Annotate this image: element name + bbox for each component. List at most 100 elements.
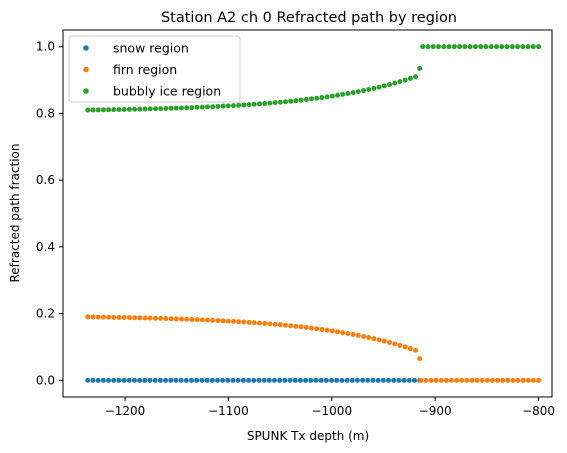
data-point xyxy=(407,346,413,352)
data-point xyxy=(401,377,407,383)
data-point xyxy=(413,74,419,80)
data-point xyxy=(163,316,169,322)
data-point xyxy=(446,44,452,50)
data-point xyxy=(184,105,190,111)
data-point xyxy=(530,377,536,383)
data-point xyxy=(386,377,392,383)
x-tick-label: −1100 xyxy=(208,404,249,418)
data-point xyxy=(443,377,449,383)
data-point xyxy=(349,377,355,383)
data-point xyxy=(111,314,117,320)
data-point xyxy=(510,377,516,383)
data-point xyxy=(361,333,367,339)
data-point xyxy=(241,319,247,325)
x-axis-label: SPUNK Tx depth (m) xyxy=(247,429,369,443)
data-point xyxy=(214,377,220,383)
data-point xyxy=(246,102,252,108)
data-point xyxy=(354,377,360,383)
data-point xyxy=(462,44,468,50)
data-point xyxy=(500,377,506,383)
data-point xyxy=(313,377,319,383)
data-point xyxy=(376,84,382,90)
data-point xyxy=(220,103,226,109)
data-point xyxy=(158,315,164,321)
data-point xyxy=(459,377,465,383)
data-point xyxy=(484,377,490,383)
data-point xyxy=(209,377,215,383)
data-point xyxy=(189,105,195,111)
data-point xyxy=(420,44,426,50)
data-point xyxy=(525,44,531,50)
data-point xyxy=(272,321,278,327)
data-point xyxy=(173,105,179,111)
data-point xyxy=(147,106,153,112)
data-point xyxy=(515,377,521,383)
data-point xyxy=(387,339,393,345)
data-point xyxy=(355,332,361,338)
data-point xyxy=(271,377,277,383)
data-point xyxy=(314,326,320,332)
data-point xyxy=(246,319,252,325)
data-point xyxy=(126,315,132,321)
data-point xyxy=(387,82,393,88)
data-point xyxy=(184,316,190,322)
data-point xyxy=(121,315,127,321)
data-point xyxy=(318,377,324,383)
data-point xyxy=(220,377,226,383)
data-point xyxy=(168,316,174,322)
data-point xyxy=(240,377,246,383)
data-point xyxy=(292,377,298,383)
data-point xyxy=(142,106,148,112)
data-point xyxy=(158,106,164,112)
data-point xyxy=(132,106,138,112)
data-point xyxy=(116,377,122,383)
data-point xyxy=(371,336,377,342)
data-point xyxy=(355,89,361,95)
data-point xyxy=(106,107,112,113)
data-point xyxy=(381,338,387,344)
legend-marker xyxy=(83,45,89,51)
data-point xyxy=(504,44,510,50)
data-point xyxy=(298,97,304,103)
data-point xyxy=(90,314,96,320)
data-point xyxy=(366,335,372,341)
data-point xyxy=(168,105,174,111)
data-point xyxy=(350,90,356,96)
data-point xyxy=(251,320,257,326)
data-point xyxy=(303,324,309,330)
data-point xyxy=(483,44,489,50)
data-point xyxy=(474,377,480,383)
data-point xyxy=(530,44,536,50)
data-point xyxy=(478,44,484,50)
data-point xyxy=(85,314,91,320)
data-point xyxy=(267,100,273,106)
data-point xyxy=(230,377,236,383)
data-point xyxy=(454,377,460,383)
data-point xyxy=(448,377,454,383)
data-point xyxy=(199,317,205,323)
x-tick-label: −900 xyxy=(419,404,452,418)
data-point xyxy=(178,105,184,111)
data-point xyxy=(489,377,495,383)
data-point xyxy=(194,377,200,383)
legend: snow region firn region bubbly ice region xyxy=(68,35,241,103)
data-point xyxy=(189,316,195,322)
data-point xyxy=(137,106,143,112)
data-point xyxy=(131,377,137,383)
data-point xyxy=(121,106,127,112)
data-point xyxy=(345,91,351,97)
data-point xyxy=(324,327,330,333)
data-point xyxy=(329,328,335,334)
y-axis-label: Refracted path fraction xyxy=(8,143,22,282)
data-point xyxy=(407,75,413,81)
data-point xyxy=(277,322,283,328)
data-point xyxy=(287,377,293,383)
data-point xyxy=(95,377,101,383)
data-point xyxy=(262,101,268,107)
data-point xyxy=(152,106,158,112)
plot-frame xyxy=(62,29,553,398)
data-point xyxy=(173,377,179,383)
data-point xyxy=(277,99,283,105)
y-tick-label: 1.0 xyxy=(36,40,55,54)
data-point xyxy=(438,377,444,383)
